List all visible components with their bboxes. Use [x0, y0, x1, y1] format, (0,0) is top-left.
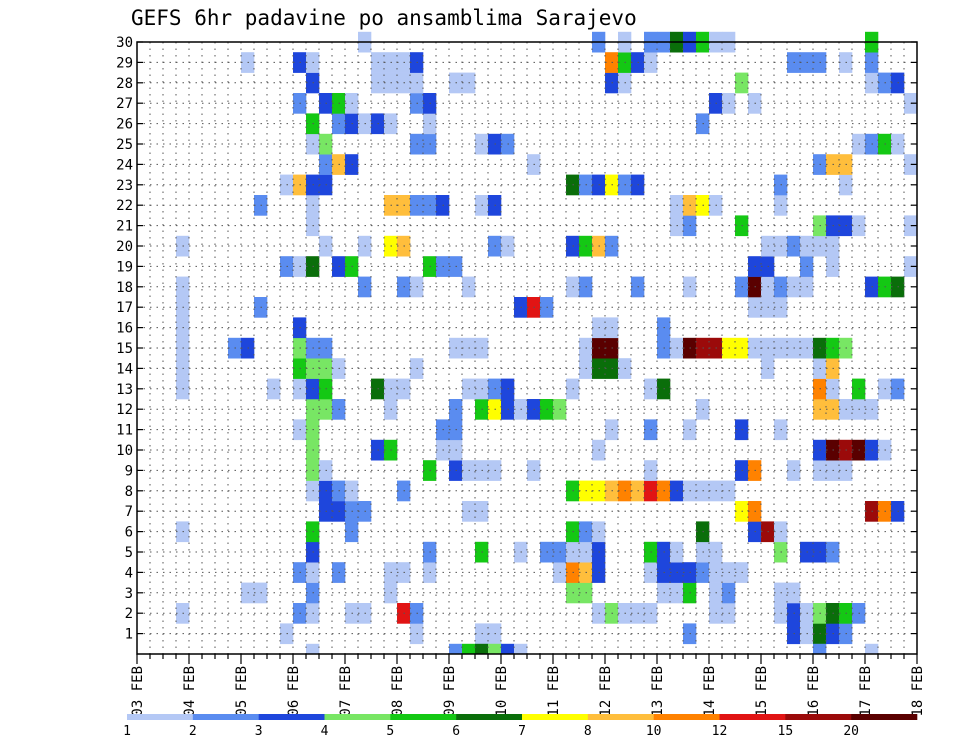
- chart-title: GEFS 6hr padavine po ansamblima Sarajevo: [131, 6, 637, 30]
- heatmap-cell: [514, 643, 528, 654]
- x-tick-label: 13 FEB: [650, 666, 666, 717]
- x-tick-label: 07 FEB: [338, 666, 354, 717]
- x-tick-label: 09 FEB: [442, 666, 458, 717]
- x-tick-label: 16 FEB: [806, 666, 822, 717]
- color-scale-swatch: [127, 714, 194, 720]
- y-tick-label: 12: [116, 402, 133, 418]
- heatmap-cells: [176, 31, 918, 654]
- y-tick-label: 2: [125, 606, 133, 622]
- y-tick-label: 4: [125, 565, 133, 581]
- x-axis: 03 FEB 04 FEB 05 FEB 06 FEB 07 FEB 08 FEB 09 F…: [130, 654, 926, 717]
- y-tick-label: 17: [116, 300, 133, 316]
- y-tick-label: 15: [116, 341, 133, 357]
- color-scale-swatch: [785, 714, 852, 720]
- heatmap-cell: [462, 643, 476, 654]
- color-scale-label: 7: [518, 724, 526, 739]
- color-scale-label: 12: [712, 724, 728, 739]
- y-tick-label: 11: [116, 423, 133, 439]
- y-axis: 1234567891011121314151617181920212223242…: [116, 35, 917, 643]
- color-scale-label: 15: [778, 724, 794, 739]
- y-tick-label: 28: [116, 76, 133, 92]
- y-tick-label: 5: [125, 545, 133, 561]
- y-tick-label: 18: [116, 280, 133, 296]
- color-scale-label: 8: [584, 724, 592, 739]
- y-tick-label: 27: [116, 96, 133, 112]
- grid-lines: [137, 41, 917, 654]
- color-scale-swatch: [587, 714, 654, 720]
- y-tick-label: 30: [116, 35, 133, 51]
- x-tick-label: 05 FEB: [234, 666, 250, 717]
- color-scale-swatch: [653, 714, 720, 720]
- color-scale-swatch: [192, 714, 259, 720]
- x-tick-label: 14 FEB: [702, 666, 718, 717]
- x-tick-label: 03 FEB: [130, 666, 146, 717]
- heatmap-cell: [488, 643, 502, 654]
- x-tick-label: 10 FEB: [494, 666, 510, 717]
- color-scale-swatch: [390, 714, 457, 720]
- y-tick-label: 20: [116, 239, 133, 255]
- y-tick-label: 16: [116, 321, 133, 337]
- y-tick-label: 1: [125, 627, 133, 643]
- x-tick-label: 17 FEB: [858, 666, 874, 717]
- x-tick-label: 15 FEB: [754, 666, 770, 717]
- y-tick-label: 6: [125, 525, 133, 541]
- x-tick-label: 12 FEB: [598, 666, 614, 717]
- color-scale-swatch: [719, 714, 786, 720]
- y-tick-label: 3: [125, 586, 133, 602]
- heatmap-cell: [501, 643, 515, 654]
- x-tick-label: 18 FEB: [910, 666, 926, 717]
- color-scale-label: 1: [123, 724, 131, 739]
- x-tick-label: 11 FEB: [546, 666, 562, 717]
- y-tick-label: 22: [116, 198, 133, 214]
- y-tick-label: 13: [116, 382, 133, 398]
- heatmap-cell: [475, 643, 489, 654]
- y-tick-label: 29: [116, 55, 133, 71]
- color-scale-label: 4: [321, 724, 329, 739]
- color-scale-label: 5: [386, 724, 394, 739]
- color-scale-label: 3: [255, 724, 263, 739]
- x-tick-label: 06 FEB: [286, 666, 302, 717]
- y-tick-label: 26: [116, 117, 133, 133]
- y-tick-label: 24: [116, 157, 133, 173]
- color-scale-legend: 1 2 3 4 5 6 7 8 10 12 15 20: [123, 714, 918, 739]
- color-scale-swatch: [851, 714, 918, 720]
- heatmap-cell: [449, 643, 463, 654]
- y-tick-label: 8: [125, 484, 133, 500]
- color-scale-swatch: [522, 714, 589, 720]
- y-tick-label: 10: [116, 443, 133, 459]
- y-tick-label: 21: [116, 219, 133, 235]
- color-scale-swatch: [258, 714, 325, 720]
- x-tick-label: 08 FEB: [390, 666, 406, 717]
- color-scale-label: 6: [452, 724, 460, 739]
- heatmap-cell: [306, 643, 320, 654]
- color-scale-label: 10: [646, 724, 662, 739]
- color-scale-swatch: [324, 714, 391, 720]
- y-tick-label: 14: [116, 361, 133, 377]
- y-tick-label: 23: [116, 178, 133, 194]
- color-scale-label: 20: [843, 724, 859, 739]
- color-scale-label: 2: [189, 724, 197, 739]
- y-tick-label: 7: [125, 504, 133, 520]
- heatmap-cell: [865, 643, 879, 654]
- y-tick-label: 19: [116, 259, 133, 275]
- heatmap-cell: [813, 643, 827, 654]
- y-tick-label: 9: [125, 463, 133, 479]
- color-scale-swatch: [456, 714, 523, 720]
- y-tick-label: 25: [116, 137, 133, 153]
- x-tick-label: 04 FEB: [182, 666, 198, 717]
